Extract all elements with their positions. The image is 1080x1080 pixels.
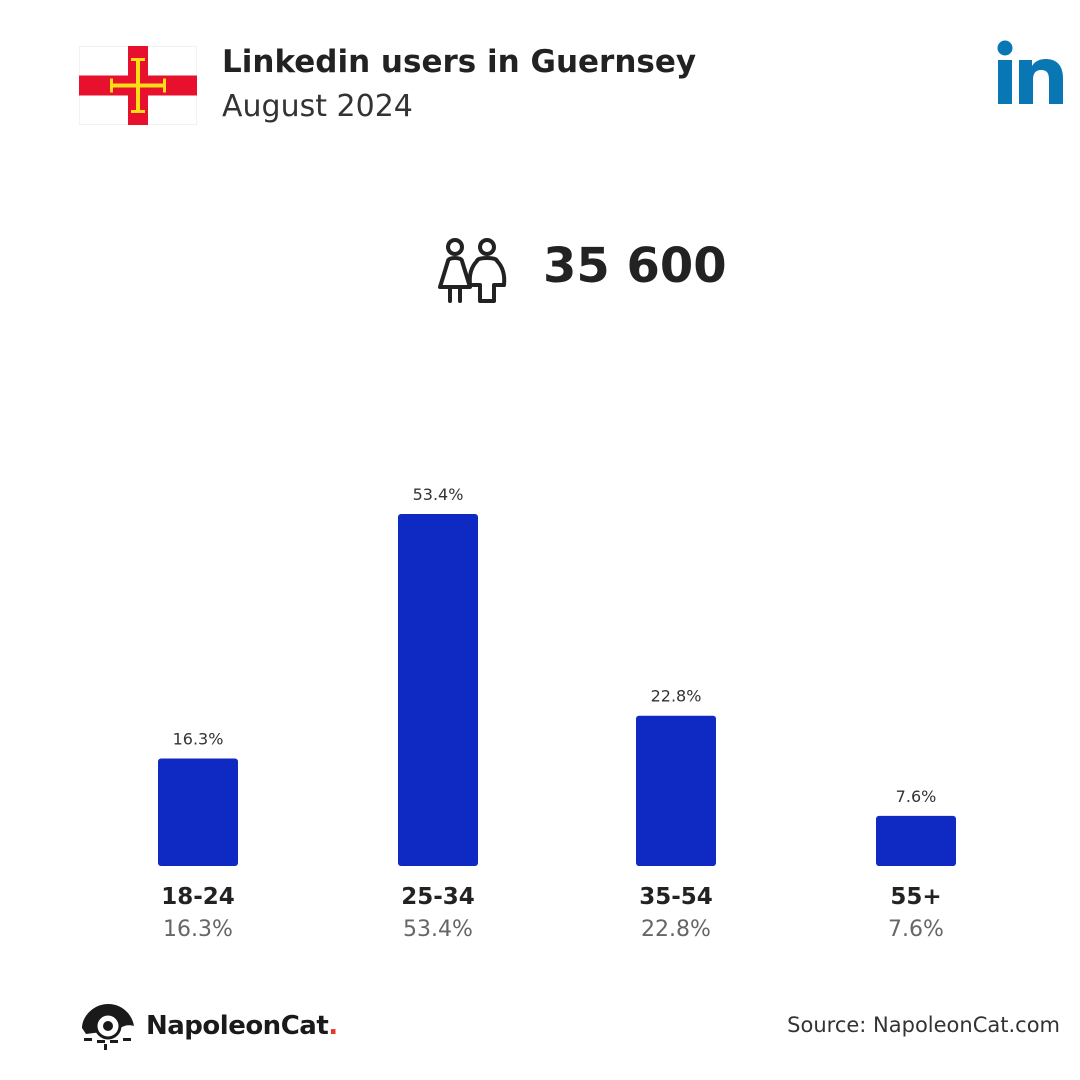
bar-value-label: 7.6%: [896, 787, 937, 806]
category-label: 18-24: [161, 884, 235, 910]
napoleoncat-brand: NapoleonCat.: [78, 1000, 338, 1052]
category-percent: 22.8%: [641, 917, 711, 942]
page-subtitle: August 2024: [222, 89, 413, 124]
category-percent: 16.3%: [163, 917, 233, 942]
bar-55+: [876, 815, 956, 866]
bar-value-label: 22.8%: [651, 687, 702, 706]
category-label: 35-54: [639, 884, 713, 910]
category-label: 55+: [890, 884, 942, 910]
users-icon: [438, 238, 507, 303]
category-percent: 7.6%: [888, 917, 944, 942]
brand-dot: .: [328, 1011, 338, 1041]
guernsey-flag: [79, 46, 197, 125]
category-percent: 53.4%: [403, 917, 473, 942]
bar-35-54: [636, 715, 716, 866]
page-title: Linkedin users in Guernsey: [222, 44, 697, 80]
bar-value-label: 16.3%: [173, 730, 224, 749]
brand-name: NapoleonCat.: [146, 1011, 338, 1041]
linkedin-logo-icon: [997, 40, 1063, 104]
category-label: 25-34: [401, 884, 475, 910]
napoleoncat-logo-icon: [82, 1004, 134, 1050]
total-users-value: 35 600: [543, 238, 727, 294]
bar-18-24: [158, 758, 238, 866]
bar-value-label: 53.4%: [413, 485, 464, 504]
source-credit: Source: NapoleonCat.com: [787, 1013, 1060, 1037]
bar-25-34: [398, 514, 478, 866]
